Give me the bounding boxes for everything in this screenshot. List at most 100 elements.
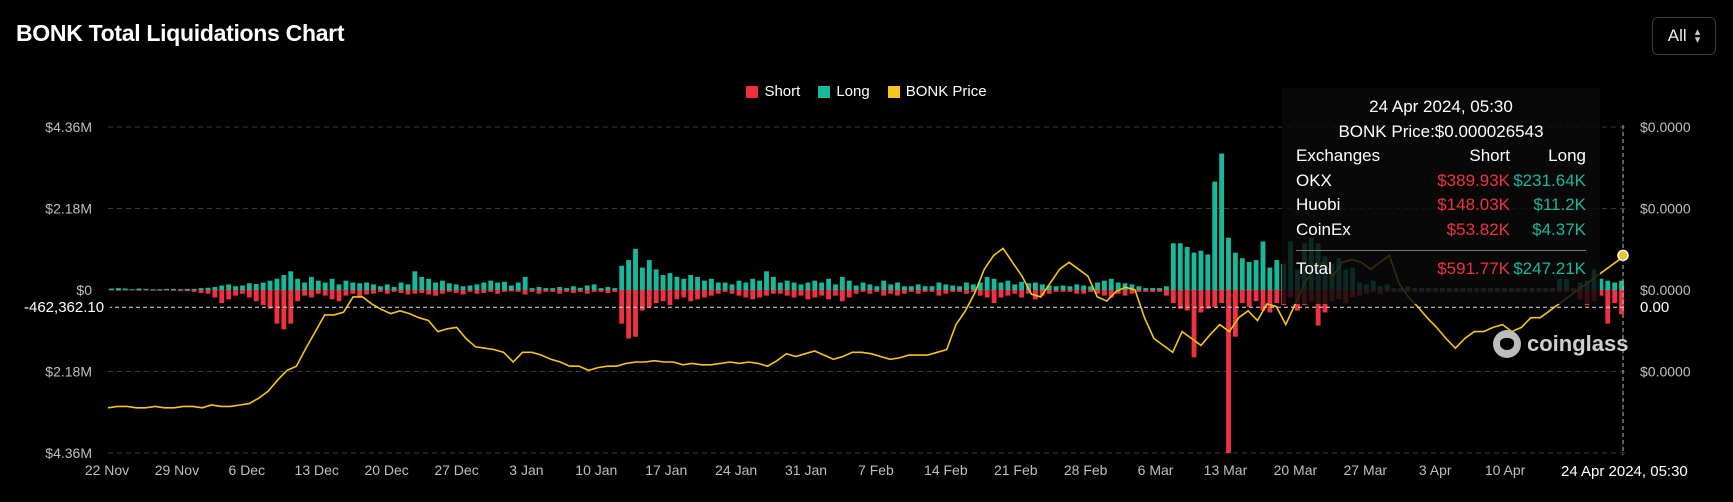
long-bar [646,260,652,290]
short-bar [1267,290,1273,313]
long-bar [453,284,459,290]
tooltip-exchange: Huobi [1296,195,1341,214]
long-bar [322,282,328,290]
long-bar [136,288,142,290]
tooltip-col-long: Long [1548,146,1586,165]
long-bar [1612,282,1618,290]
short-bar [1053,290,1059,292]
short-bar [853,290,859,294]
short-bar [253,290,259,302]
short-bar [309,290,314,298]
range-select-value: All [1667,26,1687,45]
short-bar [633,290,638,337]
long-bar [805,282,811,290]
long-bar [860,282,866,290]
long-bar [1115,282,1121,290]
short-bar [626,290,632,339]
long-bar [1067,286,1073,290]
x-tick-label: 17 Jan [645,462,687,478]
long-bar [653,269,659,290]
long-bar [1095,282,1100,290]
long-bar [922,286,928,290]
short-bar [833,290,838,296]
short-bar [1039,290,1045,296]
legend-swatch-long [818,85,831,98]
tooltip-row: CoinEx $53.82K $4.37K [1296,218,1586,243]
short-bar [1136,290,1142,292]
long-bar [1136,286,1142,290]
long-bar [881,280,887,290]
long-bar [205,287,211,290]
y-tick-label-left: $0 [76,282,92,298]
long-bar [1053,286,1059,290]
short-bar [660,290,666,302]
long-bar [984,276,990,290]
long-bar [536,287,542,290]
short-bar [226,290,232,300]
short-bar [860,290,866,292]
short-bar [681,290,687,298]
short-bar [646,290,652,307]
long-bar [571,286,576,290]
x-tick-label: 10 Jan [575,462,617,478]
long-bar [957,286,963,290]
long-bar [440,280,445,290]
y-tick-label-left: $2.18M [45,201,92,217]
long-bar [757,280,763,290]
short-bar [205,290,211,294]
short-bar [708,290,714,296]
long-bar [302,282,307,290]
short-bar [529,290,535,292]
short-bar [536,290,542,294]
tooltip-total-label: Total [1296,259,1332,278]
short-bar [888,290,894,294]
legend-item-long[interactable]: Long [818,83,870,100]
x-tick-label: 28 Feb [1064,462,1108,478]
long-bar [674,276,680,290]
short-bar [577,290,583,292]
legend-item-price[interactable]: BONK Price [887,83,987,100]
range-select[interactable]: All ▴ ▾ [1652,17,1716,55]
short-bar [957,290,963,292]
long-bar [1108,278,1114,290]
long-bar [1191,252,1197,290]
long-bar [688,275,694,290]
short-bar [184,290,190,292]
short-bar [846,290,852,298]
long-bar [564,288,569,290]
long-bar [384,284,390,290]
crosshair-y-label-right: 0.00 [1628,298,1682,317]
long-bar [129,289,135,290]
x-tick-label: 22 Nov [85,462,129,478]
short-bar [157,290,163,291]
short-bar [688,290,694,302]
long-bar [915,284,921,290]
legend-label: BONK Price [905,83,987,100]
x-tick-label: 10 Apr [1485,462,1526,478]
long-bar [246,283,252,290]
short-bar [260,290,266,305]
short-bar [1026,290,1031,294]
long-bar [1246,261,1252,290]
short-bar [1619,290,1624,315]
tooltip-total-short: $591.77K [1437,259,1510,278]
tooltip-col-exchanges: Exchanges [1296,146,1381,165]
short-bar [467,290,473,292]
y-tick-label-right: $0.0000 [1640,364,1691,380]
legend-item-short[interactable]: Short [746,83,800,100]
x-tick-label: 31 Jan [785,462,827,478]
watermark: coinglass [1493,330,1628,358]
long-bar [315,280,321,290]
long-bar [1205,254,1211,290]
short-bar [1101,290,1107,296]
short-bar [598,290,604,292]
short-bar [1212,290,1218,307]
long-bar [743,282,749,290]
short-bar [764,290,769,296]
long-bar [529,288,535,290]
short-bar [171,290,176,291]
long-bar [191,288,197,290]
tooltip-header-row: Exchanges Short Long [1296,144,1586,169]
long-bar [309,276,314,290]
x-tick-label: 13 Mar [1204,462,1248,478]
